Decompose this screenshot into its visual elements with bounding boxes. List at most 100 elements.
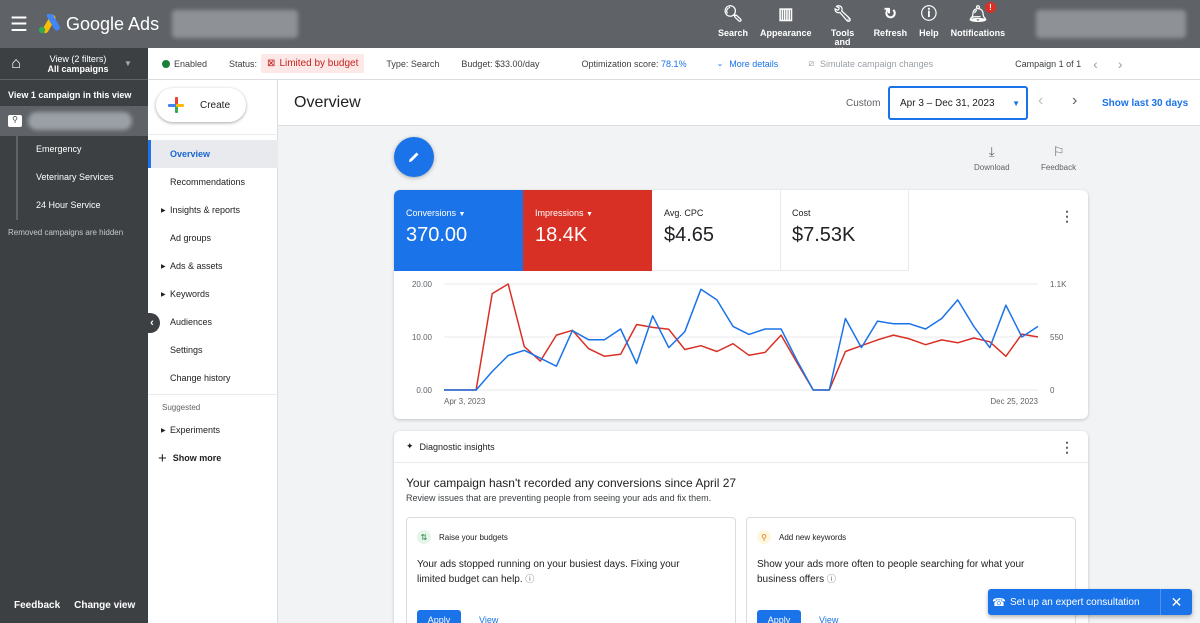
edit-button[interactable] — [394, 137, 434, 177]
x-start-label: Apr 3, 2023 — [444, 397, 486, 406]
view-link[interactable]: View — [819, 615, 839, 623]
ad-group-item[interactable]: 24 Hour Service — [36, 200, 101, 210]
help-icon[interactable]: ⓘ — [826, 574, 836, 584]
collapse-panel-button[interactable]: ‹ — [144, 313, 160, 333]
apply-button[interactable]: Apply — [757, 610, 801, 623]
next-campaign-icon[interactable]: › — [1117, 55, 1123, 72]
nav-item-change-history[interactable]: Change history — [148, 364, 278, 392]
diagnostic-header-label: Diagnostic insights — [419, 441, 495, 452]
next-period-icon[interactable]: › — [1072, 92, 1078, 109]
view-link[interactable]: View — [479, 615, 499, 623]
feedback-icon: ⚐ — [1052, 144, 1065, 159]
metric-value: 18.4K — [535, 224, 588, 246]
chevron-down-icon: ▼ — [124, 59, 132, 68]
enabled-status[interactable]: Enabled — [162, 59, 207, 69]
help-button[interactable]: ⓘ Help — [913, 6, 945, 56]
simulate-icon: ⧄ — [808, 58, 815, 68]
appearance-label: Appearance — [760, 28, 812, 38]
top-bar: ☰ Google Ads 🔍︎ Search ▥ Appearance 🔧︎ T… — [0, 0, 1200, 56]
nav-item-settings[interactable]: Settings — [148, 336, 278, 364]
metric-value: $4.65 — [664, 224, 715, 246]
date-range-value: Apr 3 – Dec 31, 2023 — [900, 97, 995, 109]
create-button[interactable]: Create — [156, 88, 246, 122]
feedback-link[interactable]: Feedback — [14, 600, 61, 611]
home-icon[interactable]: ⌂ — [11, 54, 21, 72]
refresh-button[interactable]: ↻ Refresh — [868, 6, 914, 56]
nav-label: Recommendations — [170, 177, 246, 187]
limited-by-budget-badge[interactable]: ⊠ Limited by budget — [261, 54, 365, 73]
nav-label: Ads & assets — [170, 261, 223, 271]
nav-item-recommendations[interactable]: Recommendations — [148, 168, 278, 196]
chevron-left-icon: ‹ — [150, 317, 154, 329]
diagnostic-subtitle: Review issues that are preventing people… — [406, 493, 712, 503]
consultation-label: Set up an expert consultation — [1010, 596, 1140, 608]
nav-label: Experiments — [170, 425, 221, 435]
user-account[interactable] — [1036, 10, 1186, 38]
metric-label: Avg. CPC — [664, 208, 704, 218]
optimization-score[interactable]: Optimization score: 78.1% — [582, 59, 687, 69]
nav-item-audiences[interactable]: Audiences — [148, 308, 278, 336]
campaign-pager: Campaign 1 of 1 — [1015, 58, 1082, 69]
view-selector[interactable]: ⌂ View (2 filters) All campaigns ▼ — [0, 48, 148, 80]
insight-body: Your ads stopped running on your busiest… — [417, 559, 680, 585]
left-tick-label: 20.00 — [412, 280, 433, 289]
help-label: Help — [919, 28, 939, 38]
dropdown-arrow-icon[interactable]: ▼ — [458, 211, 466, 218]
view-one-campaign-link[interactable]: View 1 campaign in this view — [8, 90, 132, 100]
expand-icon: ▶ — [161, 263, 166, 270]
nav-item-ads-assets[interactable]: ▶ Ads & assets — [148, 252, 278, 280]
nav-item-keywords[interactable]: ▶ Keywords — [148, 280, 278, 308]
show-last-30-days-link[interactable]: Show last 30 days — [1102, 98, 1189, 109]
download-button[interactable]: ⤓ Download — [974, 144, 1010, 172]
appearance-button[interactable]: ▥ Appearance — [754, 6, 818, 56]
nav-item-ad-groups[interactable]: Ad groups — [148, 224, 278, 252]
show-more-button[interactable]: + Show more — [148, 444, 278, 472]
simulate-changes-button[interactable]: ⧄ Simulate campaign changes — [808, 58, 933, 69]
metric-avg-cpc[interactable]: Avg. CPC $4.65 — [652, 190, 781, 271]
insight-title: Raise your budgets — [439, 532, 508, 542]
more-options-icon[interactable]: ⋮ — [1060, 208, 1074, 224]
ad-group-item[interactable]: Emergency — [36, 144, 82, 154]
nav-item-insights[interactable]: ▶ Insights & reports — [148, 196, 278, 224]
download-icon: ⤓ — [988, 144, 995, 159]
prev-period-icon[interactable]: ‹ — [1038, 92, 1044, 109]
help-icon[interactable]: ⓘ — [525, 574, 535, 584]
metric-value: $7.53K — [792, 224, 856, 246]
account-selector[interactable] — [172, 10, 298, 38]
status-label: Status: — [229, 58, 258, 69]
expand-icon: ▶ — [161, 291, 166, 298]
plus-icon — [168, 97, 184, 113]
refresh-icon: ↻ — [883, 6, 898, 23]
metric-cost[interactable]: Cost $7.53K — [780, 190, 909, 271]
expert-consultation-banner[interactable]: ☎ Set up an expert consultation ✕ — [988, 589, 1192, 615]
dropdown-arrow-icon[interactable]: ▼ — [586, 211, 593, 218]
apply-button[interactable]: Apply — [417, 610, 461, 623]
menu-icon[interactable]: ☰ — [10, 13, 28, 36]
google-ads-logo[interactable]: Google Ads — [38, 14, 159, 35]
campaign-budget[interactable]: Budget: $33.00/day — [461, 58, 540, 69]
nav-item-overview[interactable]: Overview — [148, 140, 278, 168]
nav-item-experiments[interactable]: ▶ Experiments — [148, 416, 278, 444]
change-view-link[interactable]: Change view — [74, 600, 136, 611]
date-range-picker[interactable]: Apr 3 – Dec 31, 2023 ▼ — [888, 86, 1028, 120]
more-details-button[interactable]: ⌄ More details — [717, 59, 779, 69]
metric-impressions[interactable]: Impressions ▼ 18.4K — [523, 190, 652, 271]
search-button[interactable]: 🔍︎ Search — [712, 6, 754, 56]
expand-icon: ▶ — [161, 207, 166, 214]
metric-conversions[interactable]: Conversions ▼ 370.00 — [394, 190, 523, 271]
notifications-button[interactable]: 🔔︎! Notifications — [945, 2, 1012, 56]
close-icon[interactable]: ✕ — [1160, 589, 1192, 615]
prev-campaign-icon[interactable]: ‹ — [1093, 55, 1098, 72]
campaign-item[interactable]: ⚲ — [0, 106, 148, 136]
nav-label: Ad groups — [170, 233, 212, 243]
view-label: View (2 filters) — [49, 53, 107, 64]
ad-group-list: Emergency Veterinary Services 24 Hour Se… — [16, 136, 148, 220]
ad-group-item[interactable]: Veterinary Services — [36, 172, 114, 182]
right-tick-label: 550 — [1050, 333, 1064, 342]
feedback-button[interactable]: ⚐ Feedback — [1041, 144, 1076, 172]
series-line-impressions — [444, 283, 1039, 391]
more-options-icon[interactable]: ⋮ — [1060, 439, 1074, 455]
x-end-label: Dec 25, 2023 — [990, 397, 1038, 406]
view-sub: All campaigns — [47, 63, 109, 74]
status-value: Limited by budget — [279, 58, 359, 69]
